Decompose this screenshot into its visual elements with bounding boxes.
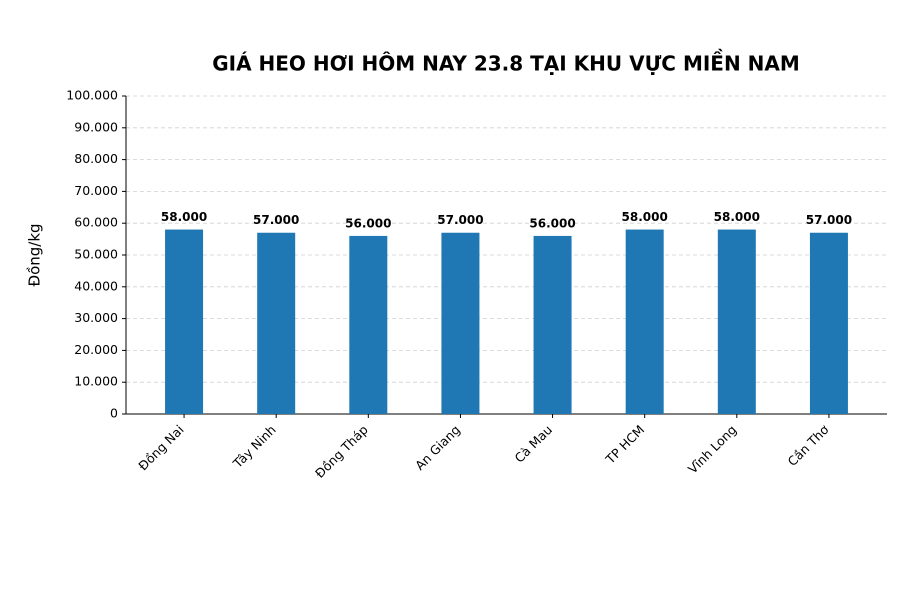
chart-title: GIÁ HEO HƠI HÔM NAY 23.8 TẠI KHU VỰC MIỀ… [212,50,800,76]
bar [349,235,388,414]
value-label: 58.000 [622,210,668,224]
value-label: 57.000 [806,213,852,227]
x-tick-label: Vĩnh Long [685,422,740,477]
y-tick-label: 60.000 [74,215,118,230]
y-tick-label: 70.000 [74,183,118,198]
y-tick-label: 30.000 [74,310,118,325]
y-tick-label: 100.000 [66,88,118,103]
value-label: 57.000 [437,213,483,227]
bar [625,229,664,414]
x-tick-label: Tây Ninh [229,422,278,471]
y-tick-label: 0 [110,406,118,421]
x-tick-label: Cần Thơ [785,422,832,469]
x-tick-label: An Giang [412,422,463,473]
value-label: 58.000 [714,210,760,224]
y-tick-label: 80.000 [74,151,118,166]
x-tick-label: Đồng Tháp [312,422,371,481]
bar [257,232,296,414]
bar [717,229,756,414]
x-tick-label: Cà Mau [512,422,556,466]
value-label: 58.000 [161,210,207,224]
x-tick-label: TP HCM [602,422,647,467]
y-tick-label: 90.000 [74,119,118,134]
bar [441,232,480,414]
value-label: 57.000 [253,213,299,227]
x-tick-label: Đồng Nai [135,422,186,473]
bar [533,235,572,414]
y-axis-label: Đồng/kg [26,223,44,286]
value-label: 56.000 [529,216,575,230]
y-tick-label: 20.000 [74,342,118,357]
y-tick-label: 10.000 [74,374,118,389]
value-label: 56.000 [345,216,391,230]
y-tick-label: 50.000 [74,247,118,262]
bar [809,232,848,414]
bar [165,229,204,414]
y-tick-label: 40.000 [74,278,118,293]
